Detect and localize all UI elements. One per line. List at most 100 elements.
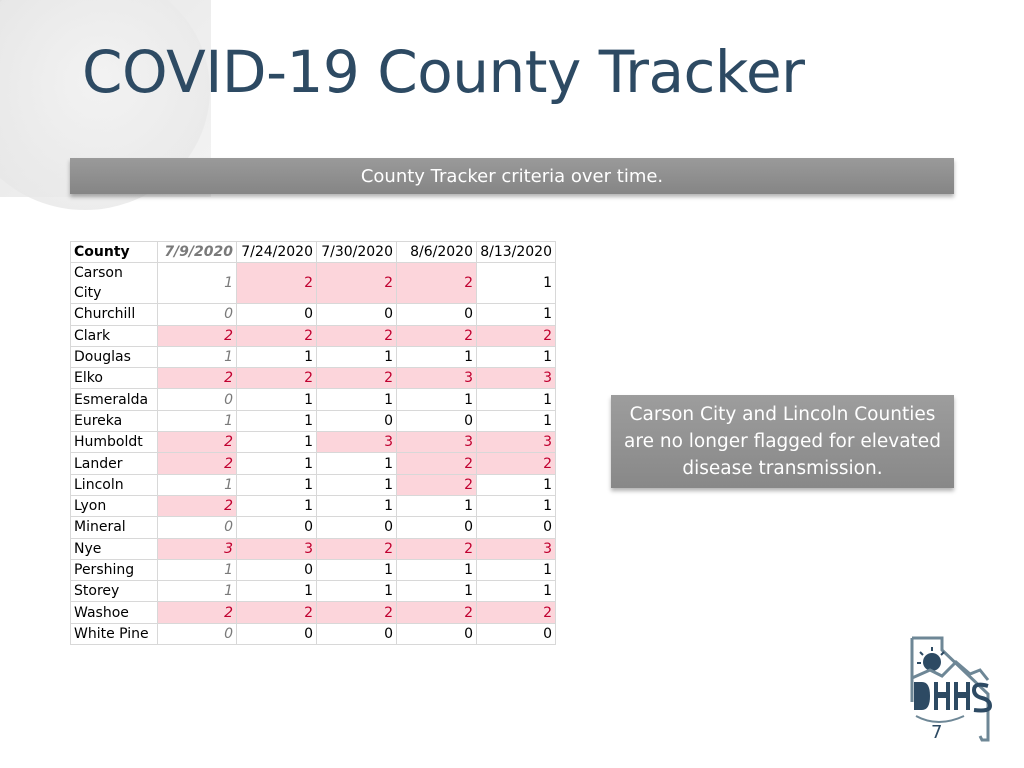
value-cell: 3 (476, 537, 556, 560)
table-row: Clark 2 2 2 2 2 (70, 324, 556, 347)
value-cell: 3 (236, 537, 317, 560)
table-row: Washoe 2 2 2 2 2 (70, 601, 556, 624)
value-cell: 1 (157, 409, 237, 433)
value-cell: 1 (476, 262, 556, 305)
value-cell: 2 (396, 601, 477, 624)
county-name-cell: Churchill (70, 303, 158, 326)
value-cell: 3 (396, 367, 477, 390)
county-name-cell: Storey (70, 580, 158, 603)
value-cell: 0 (236, 516, 317, 539)
value-cell: 1 (157, 473, 237, 496)
value-cell: 2 (476, 324, 556, 347)
table-header-row: County 7/9/2020 7/24/2020 7/30/2020 8/6/… (70, 240, 556, 264)
value-cell: 0 (396, 303, 477, 326)
value-cell: 0 (236, 622, 317, 646)
value-cell: 1 (316, 452, 397, 475)
value-cell: 2 (316, 324, 397, 347)
value-cell: 0 (157, 388, 237, 411)
county-name-cell: Esmeralda (70, 388, 158, 411)
value-cell: 2 (396, 452, 477, 475)
table-row: Eureka 1 1 0 0 1 (70, 409, 556, 433)
value-cell: 2 (316, 367, 397, 390)
subtitle-banner: County Tracker criteria over time. (70, 158, 954, 194)
value-cell: 1 (396, 558, 477, 582)
header-date: 7/9/2020 (157, 240, 237, 264)
table-row: Esmeralda 0 1 1 1 1 (70, 388, 556, 411)
value-cell: 1 (476, 580, 556, 603)
value-cell: 1 (157, 580, 237, 603)
value-cell: 1 (476, 345, 556, 369)
value-cell: 1 (396, 388, 477, 411)
value-cell: 1 (236, 452, 317, 475)
value-cell: 0 (396, 516, 477, 539)
value-cell: 1 (236, 473, 317, 496)
value-cell: 1 (316, 473, 397, 496)
value-cell: 1 (157, 262, 237, 305)
county-name-cell: Mineral (70, 516, 158, 539)
value-cell: 0 (157, 516, 237, 539)
county-name-cell: Lander (70, 452, 158, 475)
county-name-cell: Elko (70, 367, 158, 390)
value-cell: 1 (476, 558, 556, 582)
table-row: Carson City 1 2 2 2 1 (70, 262, 556, 305)
table-row: Douglas 1 1 1 1 1 (70, 345, 556, 369)
value-cell: 3 (316, 431, 397, 454)
table-row: Lander 2 1 1 2 2 (70, 452, 556, 475)
value-cell: 2 (476, 452, 556, 475)
value-cell: 1 (236, 494, 317, 518)
value-cell: 3 (396, 431, 477, 454)
table-row: Mineral 0 0 0 0 0 (70, 516, 556, 539)
value-cell: 1 (157, 558, 237, 582)
value-cell: 3 (476, 431, 556, 454)
value-cell: 1 (157, 345, 237, 369)
value-cell: 1 (316, 388, 397, 411)
county-name-cell: White Pine (70, 622, 158, 646)
table-row: Lyon 2 1 1 1 1 (70, 494, 556, 518)
value-cell: 2 (236, 601, 317, 624)
county-name-cell: Eureka (70, 409, 158, 433)
value-cell: 0 (396, 409, 477, 433)
county-name-cell: Lincoln (70, 473, 158, 496)
value-cell: 1 (236, 580, 317, 603)
value-cell: 2 (396, 473, 477, 496)
value-cell: 0 (316, 622, 397, 646)
value-cell: 3 (157, 537, 237, 560)
value-cell: 2 (157, 601, 237, 624)
value-cell: 2 (236, 367, 317, 390)
value-cell: 1 (396, 345, 477, 369)
value-cell: 1 (316, 558, 397, 582)
value-cell: 1 (236, 345, 317, 369)
county-name-cell: Pershing (70, 558, 158, 582)
value-cell: 0 (157, 303, 237, 326)
header-date: 7/24/2020 (236, 240, 317, 264)
table-row: Pershing 1 0 1 1 1 (70, 558, 556, 582)
value-cell: 2 (476, 601, 556, 624)
value-cell: 2 (396, 324, 477, 347)
value-cell: 0 (316, 303, 397, 326)
table-row: Humboldt 2 1 3 3 3 (70, 431, 556, 454)
value-cell: 2 (316, 601, 397, 624)
dhhs-logo-icon (910, 636, 993, 742)
value-cell: 1 (396, 580, 477, 603)
value-cell: 2 (157, 431, 237, 454)
value-cell: 2 (396, 537, 477, 560)
table-row: White Pine 0 0 0 0 0 (70, 622, 556, 646)
value-cell: 0 (316, 516, 397, 539)
county-name-cell: Washoe (70, 601, 158, 624)
table-row: Storey 1 1 1 1 1 (70, 580, 556, 603)
county-name-cell: Carson City (70, 262, 158, 305)
table-row: Lincoln 1 1 1 2 1 (70, 473, 556, 496)
value-cell: 1 (236, 409, 317, 433)
value-cell: 1 (476, 494, 556, 518)
county-name-cell: Clark (70, 324, 158, 347)
county-name-cell: Lyon (70, 494, 158, 518)
value-cell: 0 (396, 622, 477, 646)
county-name-cell: Douglas (70, 345, 158, 369)
table-row: Elko 2 2 2 3 3 (70, 367, 556, 390)
value-cell: 2 (157, 452, 237, 475)
subtitle-text: County Tracker criteria over time. (360, 165, 664, 187)
value-cell: 1 (236, 388, 317, 411)
value-cell: 1 (316, 494, 397, 518)
value-cell: 2 (157, 324, 237, 347)
value-cell: 2 (236, 262, 317, 305)
